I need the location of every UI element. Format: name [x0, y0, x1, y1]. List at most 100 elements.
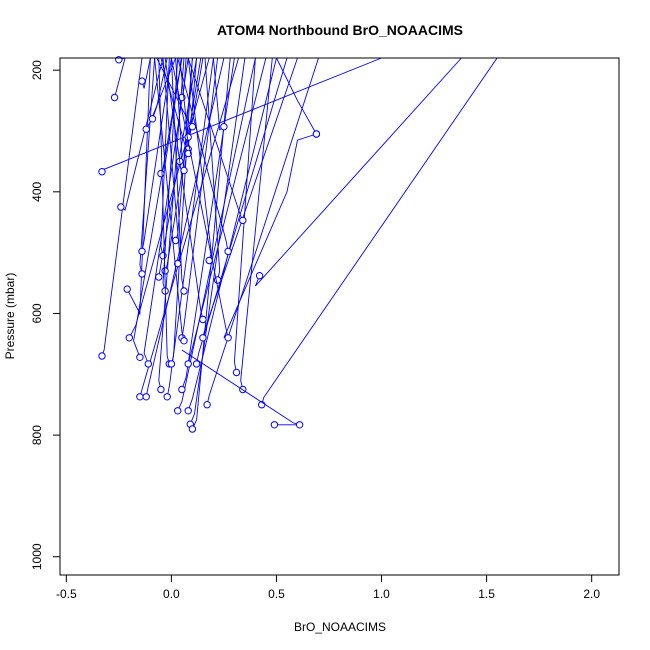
data-point: [142, 393, 150, 401]
series-14: [138, 57, 151, 89]
data-point: [155, 273, 163, 281]
series-46: [199, 57, 298, 342]
data-point: [157, 385, 165, 394]
x-tick-label: 0.5: [268, 587, 285, 601]
data-point: [188, 425, 197, 433]
series-35: [170, 57, 188, 295]
data-point: [192, 360, 201, 368]
series-47: [203, 57, 319, 409]
x-tick-label: -0.5: [56, 587, 77, 601]
series-line: [141, 57, 172, 252]
data-point: [220, 123, 228, 131]
series-6: [123, 57, 151, 316]
x-axis: -0.5 0.0 0.5 1.0 1.5 2.0: [56, 575, 600, 601]
x-tick-label: 1.5: [478, 587, 495, 601]
series-33: [180, 57, 204, 175]
series-50: [212, 57, 228, 131]
series-line: [133, 57, 183, 358]
series-layer: [98, 56, 498, 433]
series-line: [177, 57, 229, 252]
series-31: [178, 57, 235, 394]
data-point: [232, 368, 241, 377]
data-point: [163, 393, 171, 401]
series-17: [157, 57, 185, 394]
series-1: [98, 57, 143, 360]
data-point: [136, 353, 144, 361]
data-point: [144, 360, 153, 368]
data-point: [224, 334, 232, 342]
series-45: [164, 57, 207, 324]
series-40: [184, 57, 277, 415]
data-point: [157, 169, 165, 178]
data-point: [199, 334, 207, 342]
series-line: [183, 57, 204, 171]
data-point: [138, 270, 146, 278]
series-12: [138, 57, 156, 278]
series-8: [133, 57, 183, 361]
series-32: [154, 57, 188, 345]
series-line: [126, 57, 151, 316]
y-tick-label: 200: [30, 60, 44, 80]
series-51: [177, 57, 232, 256]
series-13: [138, 57, 172, 256]
series-line: [114, 57, 126, 98]
data-point: [125, 334, 134, 342]
data-point: [117, 203, 125, 211]
series-2: [98, 57, 382, 176]
chart-title: ATOM4 Northbound BrO_NOAACIMS: [217, 22, 463, 38]
data-point: [188, 123, 197, 131]
series-28: [174, 57, 256, 415]
series-line: [152, 57, 168, 119]
plot-frame: [59, 57, 620, 576]
data-point: [178, 385, 186, 394]
data-point: [184, 407, 192, 415]
series-19: [155, 57, 198, 281]
series-48: [187, 57, 213, 265]
data-point: [98, 168, 106, 176]
data-point: [203, 401, 211, 409]
data-point: [123, 285, 131, 293]
series-43: [188, 57, 231, 433]
series-line: [181, 57, 235, 390]
series-line: [276, 57, 317, 135]
series-58: [270, 421, 300, 429]
series-line: [170, 57, 185, 292]
x-tick-label: 2.0: [583, 587, 600, 601]
series-61: [276, 57, 321, 138]
data-point: [136, 393, 144, 401]
x-tick-label: 1.0: [373, 587, 390, 601]
data-point: [174, 407, 182, 415]
series-59: [181, 349, 304, 429]
y-tick-label: 1000: [30, 543, 44, 570]
data-point: [270, 421, 279, 429]
y-tick-label: 400: [30, 181, 44, 201]
series-5: [117, 57, 164, 211]
y-tick-label: 600: [30, 303, 44, 323]
y-tick-label: 800: [30, 425, 44, 445]
data-point: [180, 337, 188, 345]
data-point: [142, 125, 150, 133]
data-point: [138, 77, 146, 85]
data-point: [110, 93, 119, 102]
series-55: [187, 57, 247, 225]
series-11: [143, 57, 189, 368]
data-point: [199, 315, 207, 324]
series-4: [110, 57, 126, 102]
data-point: [224, 247, 232, 256]
series-line: [158, 57, 198, 278]
y-axis: 200 400 600 800 1000: [30, 60, 60, 570]
data-point: [180, 287, 188, 295]
data-point: [184, 360, 192, 368]
series-16: [148, 57, 168, 123]
series-52: [170, 57, 232, 342]
data-point: [239, 216, 247, 225]
series-23: [163, 57, 214, 401]
data-point: [138, 247, 146, 256]
x-axis-label: BrO_NOAACIMS: [294, 620, 386, 634]
data-point: [148, 115, 157, 123]
y-axis-label: Pressure (mbar): [3, 273, 17, 360]
series-line: [223, 133, 317, 338]
data-point: [184, 149, 192, 158]
